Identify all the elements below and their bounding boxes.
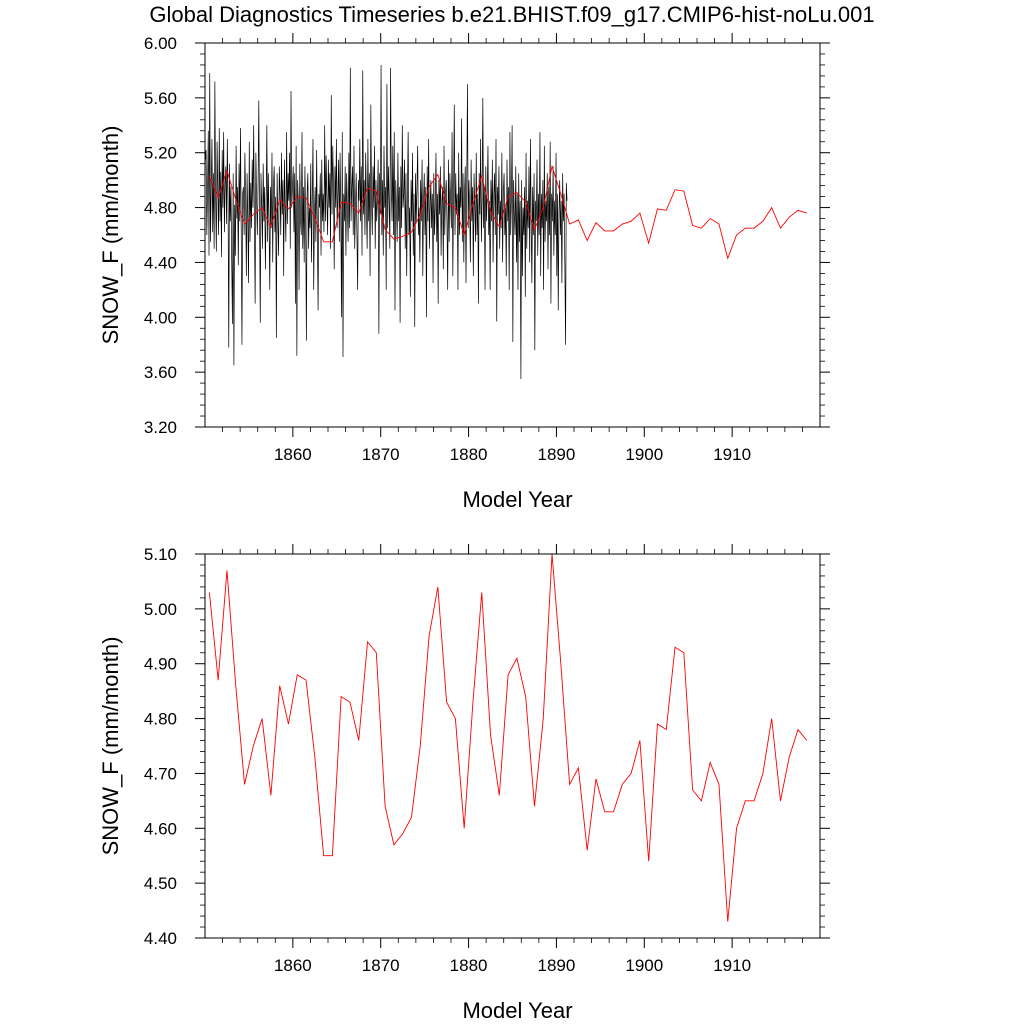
y-tick-label: 3.20 [144,418,177,437]
y-tick-label: 4.60 [144,819,177,838]
x-axis-label: Model Year [462,487,572,512]
x-tick-label: 1900 [625,445,663,464]
y-tick-label: 5.20 [144,144,177,163]
x-tick-label: 1870 [362,956,400,975]
y-tick-label: 4.40 [144,253,177,272]
panel-top: 1860 1870 1880 1890 1900 1910 3.20 3.60 4.00 4.40… [98,33,830,512]
x-tick-label: 1910 [713,445,751,464]
plot-frame [204,42,821,428]
y-tick-label: 4.80 [144,199,177,218]
y-tick-label: 5.00 [144,600,177,619]
x-tick-label: 1880 [450,445,488,464]
x-tick-label: 1890 [538,956,576,975]
y-tick-label: 4.90 [144,655,177,674]
x-tick-label: 1910 [713,956,751,975]
y-tick-label: 4.80 [144,710,177,729]
y-tick-label: 4.70 [144,764,177,783]
x-tick-label: 1880 [450,956,488,975]
x-tick-label: 1890 [538,445,576,464]
y-tick-label: 4.50 [144,874,177,893]
y-tick-label: 6.00 [144,34,177,53]
y-tick-label: 4.40 [144,929,177,948]
x-tick-label: 1870 [362,445,400,464]
y-tick-label: 5.10 [144,545,177,564]
y-axis-label: SNOW_F (mm/month) [98,637,123,856]
y-axis-label: SNOW_F (mm/month) [98,126,123,345]
panel-bottom: 1860 1870 1880 1890 1900 1910 4.40 4.50 4.60 4.70… [98,544,830,1023]
bottom-annual-series-line [208,554,808,922]
top-monthly-series-line [205,64,568,380]
x-axis-label: Model Year [462,998,572,1023]
x-tick-label: 1860 [274,956,312,975]
figure-title: Global Diagnostics Timeseries b.e21.BHIS… [149,2,875,27]
y-tick-label: 4.00 [144,308,177,327]
y-tick-label: 5.60 [144,89,177,108]
plot-frame [204,553,821,939]
y-tick-label: 3.60 [144,363,177,382]
x-tick-label: 1900 [625,956,663,975]
x-tick-label: 1860 [274,445,312,464]
top-annual-series-line [208,164,807,260]
